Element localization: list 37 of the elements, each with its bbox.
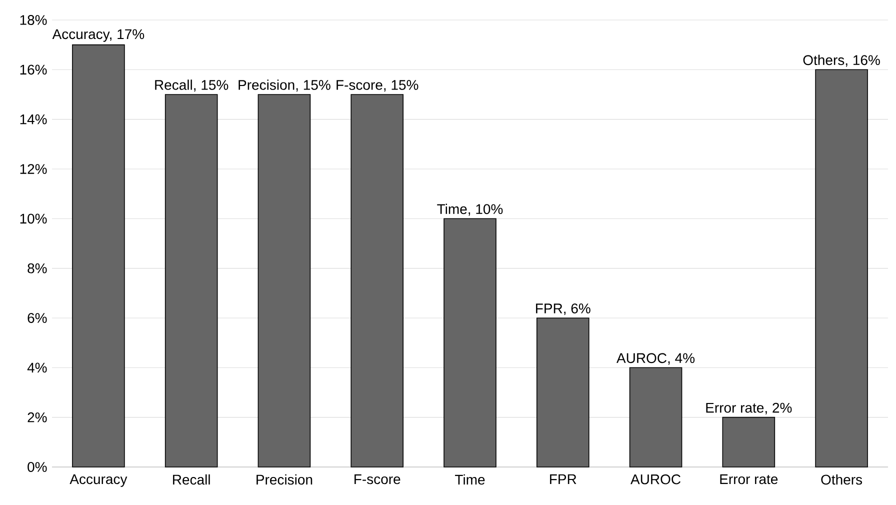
x-tick-label: Precision xyxy=(256,474,312,485)
data-label: Error rate, 2% xyxy=(706,402,792,414)
y-tick-label: 12% xyxy=(20,164,47,174)
bar xyxy=(258,94,311,468)
data-label: Recall, 15% xyxy=(155,80,228,92)
bar xyxy=(815,69,868,468)
bar xyxy=(350,94,404,468)
bar xyxy=(722,416,776,468)
y-tick-label: 14% xyxy=(20,114,47,124)
x-tick-label: Accuracy xyxy=(70,474,128,487)
bar xyxy=(444,218,496,468)
y-tick-label: 8% xyxy=(28,263,47,274)
y-tick-label: 0% xyxy=(28,462,47,472)
y-tick-label: 4% xyxy=(27,362,47,373)
x-tick-label: Error rate xyxy=(720,474,778,484)
x-tick-label: Time xyxy=(455,474,485,485)
x-tick-label: Others xyxy=(821,474,862,485)
y-tick-label: 16% xyxy=(20,64,47,75)
x-tick-label: AUROC xyxy=(630,474,681,484)
data-label: Time, 10% xyxy=(437,204,503,216)
data-label: Others, 16% xyxy=(803,54,880,67)
data-label: Accuracy, 17% xyxy=(52,29,144,42)
x-tick-label: F-score xyxy=(354,474,400,484)
bar xyxy=(629,367,682,468)
bar xyxy=(536,318,590,468)
data-label: Precision, 15% xyxy=(238,80,330,92)
y-tick-label: 18% xyxy=(20,15,47,25)
x-tick-label: Recall xyxy=(173,474,210,485)
y-tick-label: 10% xyxy=(20,214,47,224)
data-label: F-score, 15% xyxy=(336,80,418,92)
data-label: FPR, 6% xyxy=(536,303,590,316)
y-tick-label: 6% xyxy=(28,313,47,323)
y-tick-label: 2% xyxy=(28,412,47,422)
x-tick-label: FPR xyxy=(550,474,576,484)
bar xyxy=(164,94,218,468)
bar xyxy=(72,44,125,468)
data-label: AUROC, 4% xyxy=(616,353,695,365)
